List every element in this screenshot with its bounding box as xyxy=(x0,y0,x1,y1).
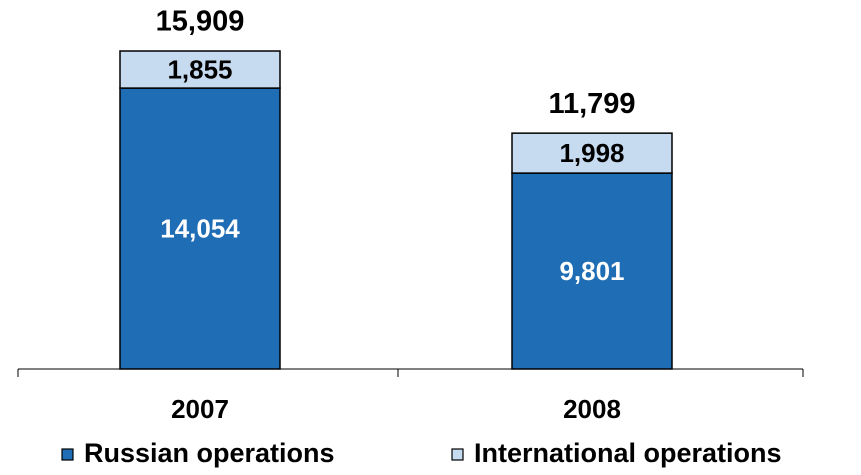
legend-label: International operations xyxy=(474,438,782,468)
segment-label: 1,855 xyxy=(167,54,232,84)
x-tick-label: 2007 xyxy=(171,394,229,424)
legend-marker xyxy=(61,448,74,461)
x-tick-label: 2008 xyxy=(563,394,621,424)
total-label: 11,799 xyxy=(548,88,635,120)
segment-label: 14,054 xyxy=(160,213,240,243)
bar-segment xyxy=(511,132,673,174)
segment-label: 1,998 xyxy=(559,138,624,168)
bar-segment xyxy=(119,87,281,370)
bar-segment xyxy=(119,50,281,89)
legend-label: Russian operations xyxy=(84,438,335,468)
bar-segment xyxy=(511,172,673,370)
segment-label: 9,801 xyxy=(559,256,624,286)
legend-marker xyxy=(451,448,464,461)
total-label: 15,909 xyxy=(156,6,245,38)
